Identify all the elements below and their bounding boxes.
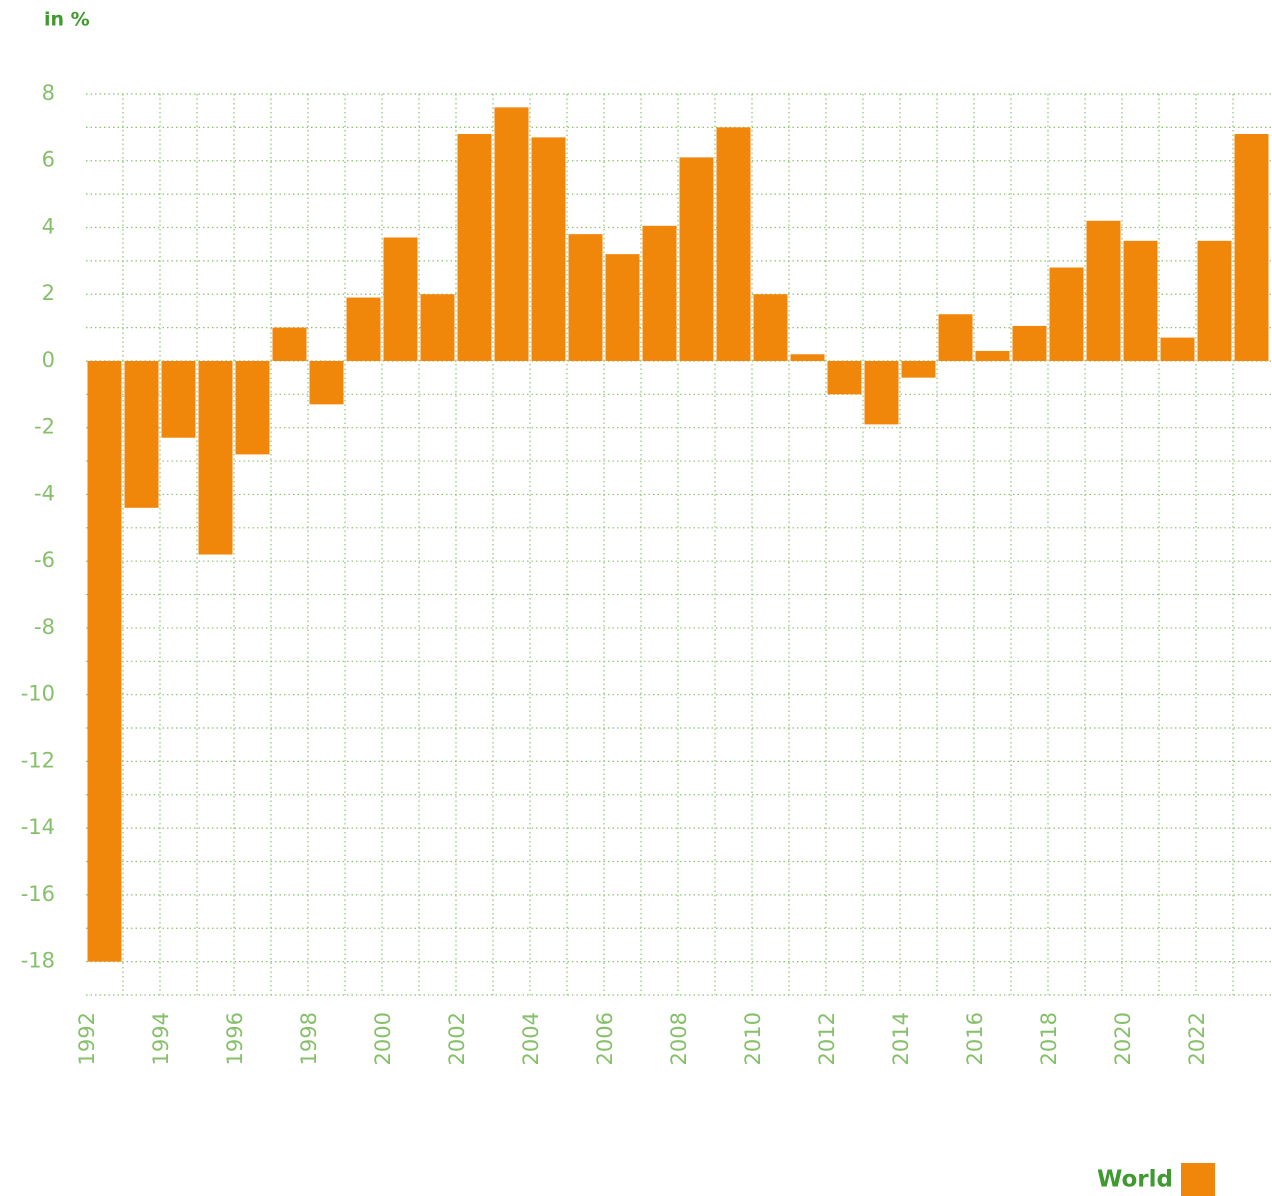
x-tick-label: 2022 <box>1185 1012 1209 1065</box>
y-tick-label: 0 <box>42 348 55 372</box>
bar <box>235 360 270 455</box>
bar <box>827 360 862 395</box>
bar <box>679 157 714 361</box>
y-tick-label: -2 <box>34 415 55 439</box>
x-tick-label: 2002 <box>445 1012 469 1065</box>
bar <box>1123 240 1158 361</box>
bar <box>864 360 899 425</box>
x-tick-label: 1998 <box>297 1012 321 1065</box>
bar <box>309 360 344 405</box>
bar <box>87 360 122 962</box>
bar <box>494 107 529 361</box>
bar <box>1160 337 1195 361</box>
y-tick-label: -12 <box>21 748 55 772</box>
x-tick-label: 2000 <box>371 1012 395 1065</box>
x-tick-label: 2006 <box>593 1012 617 1065</box>
bar <box>753 294 788 361</box>
y-tick-label: -4 <box>34 481 55 505</box>
y-tick-label: -16 <box>21 882 55 906</box>
bar <box>568 234 603 361</box>
bar <box>1012 325 1047 361</box>
bar <box>272 327 307 361</box>
x-tick-label: 1994 <box>149 1012 173 1065</box>
x-tick-label: 1996 <box>223 1012 247 1065</box>
x-tick-label: 2018 <box>1037 1012 1061 1065</box>
y-tick-label: -6 <box>34 548 55 572</box>
bar <box>1086 220 1121 361</box>
x-tick-label: 2020 <box>1111 1012 1135 1065</box>
bar <box>346 297 381 361</box>
bar <box>1197 240 1232 361</box>
bar <box>161 360 196 438</box>
y-tick-label: 4 <box>42 214 55 238</box>
bar <box>1049 267 1084 361</box>
bar <box>901 360 936 378</box>
y-tick-label: -14 <box>21 815 55 839</box>
bar <box>642 225 677 361</box>
x-tick-label: 2008 <box>667 1012 691 1065</box>
y-tick-label: 2 <box>42 281 55 305</box>
bar <box>790 354 825 361</box>
y-tick-label: -8 <box>34 615 55 639</box>
bar <box>383 237 418 361</box>
axis-unit: in % <box>44 9 90 31</box>
y-tick-label: 8 <box>42 81 55 105</box>
x-tick-label: 2004 <box>519 1012 543 1065</box>
bar <box>975 350 1010 361</box>
bar <box>1234 134 1269 361</box>
y-tick-label: -18 <box>21 949 55 973</box>
bar <box>938 314 973 361</box>
bar <box>457 134 492 361</box>
y-tick-label: 6 <box>42 148 55 172</box>
x-tick-label: 2016 <box>963 1012 987 1065</box>
x-tick-label: 2012 <box>815 1012 839 1065</box>
bar <box>420 294 455 361</box>
bar <box>198 360 233 555</box>
bar <box>716 127 751 361</box>
y-tick-label: -10 <box>21 682 55 706</box>
x-tick-label: 1992 <box>75 1012 99 1065</box>
x-tick-label: 2010 <box>741 1012 765 1065</box>
bar <box>531 137 566 361</box>
bar <box>124 360 159 508</box>
legend-label: World <box>1097 1167 1173 1193</box>
bar <box>605 254 640 361</box>
legend-swatch <box>1181 1163 1215 1196</box>
x-tick-label: 2014 <box>889 1012 913 1065</box>
